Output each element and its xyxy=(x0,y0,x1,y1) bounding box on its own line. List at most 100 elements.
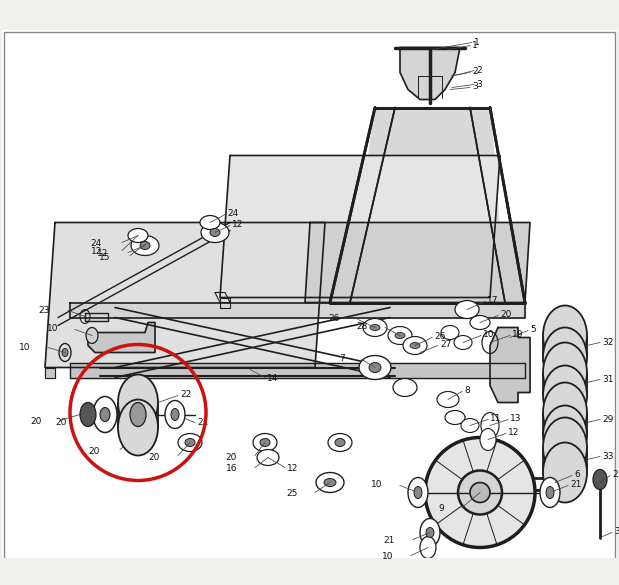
Ellipse shape xyxy=(543,342,587,402)
Polygon shape xyxy=(45,367,55,377)
Polygon shape xyxy=(220,156,500,298)
Ellipse shape xyxy=(128,229,148,243)
Ellipse shape xyxy=(257,449,279,466)
Ellipse shape xyxy=(316,473,344,493)
Text: 24: 24 xyxy=(227,209,238,218)
Ellipse shape xyxy=(165,401,185,428)
Text: 1: 1 xyxy=(474,38,480,47)
Ellipse shape xyxy=(543,366,587,425)
Text: 23: 23 xyxy=(38,306,50,315)
Ellipse shape xyxy=(543,405,587,466)
Text: 2: 2 xyxy=(612,470,618,479)
Ellipse shape xyxy=(445,411,465,425)
Text: 26: 26 xyxy=(329,314,340,323)
Polygon shape xyxy=(305,222,530,302)
Ellipse shape xyxy=(363,318,387,336)
Ellipse shape xyxy=(481,412,499,439)
Text: 20: 20 xyxy=(89,447,100,456)
Text: 28: 28 xyxy=(357,322,368,331)
Ellipse shape xyxy=(395,332,405,339)
Ellipse shape xyxy=(80,402,96,426)
Text: 24: 24 xyxy=(91,239,102,248)
Ellipse shape xyxy=(543,418,587,477)
Text: 17: 17 xyxy=(487,296,498,305)
Ellipse shape xyxy=(393,378,417,397)
Ellipse shape xyxy=(370,325,380,331)
Text: 21: 21 xyxy=(197,418,209,427)
Text: 19: 19 xyxy=(512,330,524,339)
Text: 26: 26 xyxy=(434,332,446,341)
Text: 11: 11 xyxy=(490,414,501,423)
Ellipse shape xyxy=(93,397,117,432)
Text: 3: 3 xyxy=(472,82,478,91)
Text: 10: 10 xyxy=(19,343,30,352)
Text: 14: 14 xyxy=(267,374,279,383)
Text: 20: 20 xyxy=(30,417,42,426)
Text: 12: 12 xyxy=(287,464,298,473)
Ellipse shape xyxy=(253,433,277,452)
Ellipse shape xyxy=(543,305,587,366)
Ellipse shape xyxy=(260,439,270,446)
Ellipse shape xyxy=(335,439,345,446)
Ellipse shape xyxy=(480,428,496,450)
Text: 12: 12 xyxy=(508,428,519,437)
Text: 12: 12 xyxy=(97,249,108,258)
Circle shape xyxy=(425,438,535,548)
Text: 10: 10 xyxy=(371,480,382,489)
Polygon shape xyxy=(490,328,530,402)
Text: 29: 29 xyxy=(602,415,613,424)
Circle shape xyxy=(470,483,490,503)
Text: 27: 27 xyxy=(440,340,451,349)
Polygon shape xyxy=(215,292,230,302)
Ellipse shape xyxy=(62,349,68,356)
Ellipse shape xyxy=(118,374,158,431)
Ellipse shape xyxy=(185,439,195,446)
Text: 12: 12 xyxy=(232,220,243,229)
Text: 1: 1 xyxy=(472,41,478,50)
Text: 22: 22 xyxy=(180,390,191,399)
Ellipse shape xyxy=(200,215,220,229)
Text: 13: 13 xyxy=(510,414,521,423)
Text: 5: 5 xyxy=(530,325,536,334)
Text: 16: 16 xyxy=(225,464,237,473)
Text: 15: 15 xyxy=(98,253,110,262)
Ellipse shape xyxy=(540,477,560,508)
Circle shape xyxy=(458,470,502,514)
Ellipse shape xyxy=(420,536,436,559)
Text: 2: 2 xyxy=(476,66,482,75)
Ellipse shape xyxy=(388,326,412,345)
Ellipse shape xyxy=(408,477,428,508)
Text: 33: 33 xyxy=(602,452,613,461)
Polygon shape xyxy=(70,302,525,318)
Ellipse shape xyxy=(441,325,459,339)
Text: 8: 8 xyxy=(464,386,470,395)
Text: 31: 31 xyxy=(602,375,613,384)
Polygon shape xyxy=(220,298,230,308)
Ellipse shape xyxy=(171,408,179,421)
Ellipse shape xyxy=(593,470,607,490)
Polygon shape xyxy=(85,312,108,321)
Text: 21: 21 xyxy=(570,480,581,489)
Polygon shape xyxy=(88,322,155,353)
Ellipse shape xyxy=(461,418,479,432)
Ellipse shape xyxy=(86,328,98,343)
Polygon shape xyxy=(400,47,460,99)
Text: 21: 21 xyxy=(384,536,395,545)
Ellipse shape xyxy=(543,442,587,503)
Text: 20: 20 xyxy=(500,310,511,319)
Text: 9: 9 xyxy=(438,504,444,513)
Ellipse shape xyxy=(131,236,159,256)
Polygon shape xyxy=(70,363,525,377)
Ellipse shape xyxy=(470,315,490,329)
Ellipse shape xyxy=(543,328,587,387)
Text: 10: 10 xyxy=(46,324,58,333)
Text: 3: 3 xyxy=(614,527,619,536)
Polygon shape xyxy=(350,108,505,302)
Text: 10: 10 xyxy=(483,330,495,339)
Ellipse shape xyxy=(359,356,391,380)
Ellipse shape xyxy=(201,222,229,243)
Ellipse shape xyxy=(420,518,440,546)
Ellipse shape xyxy=(543,383,587,442)
Polygon shape xyxy=(45,222,325,367)
Ellipse shape xyxy=(414,487,422,498)
